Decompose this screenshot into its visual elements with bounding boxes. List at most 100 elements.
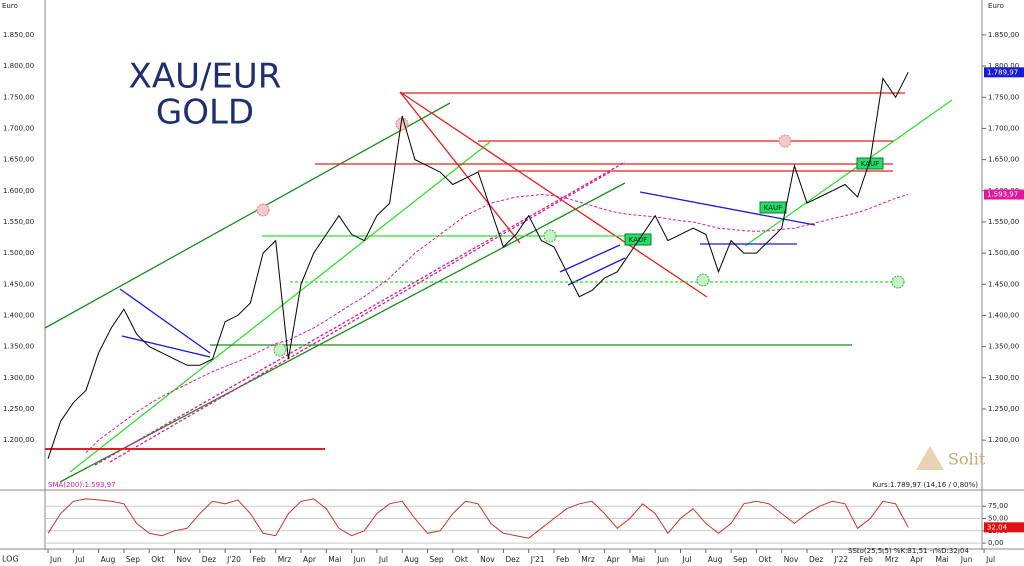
x-tick-label: Sep xyxy=(733,555,747,564)
y-tick-label: 75,00 xyxy=(988,502,1008,510)
x-tick-label: Sep xyxy=(126,555,140,564)
sma-legend: SMA(200):1.593,97 xyxy=(48,481,116,489)
trend-line xyxy=(399,91,521,244)
x-tick-label: Apr xyxy=(910,555,924,564)
price-marker-label: 1.593,97 xyxy=(987,191,1018,199)
y-tick-label: 1.400,00 xyxy=(988,311,1019,319)
price-marker-label: 1.789,97 xyxy=(987,68,1018,76)
x-tick-label: Okt xyxy=(151,555,164,564)
x-tick-label: Apr xyxy=(607,555,621,564)
x-tick-label: Jul xyxy=(74,555,84,564)
price-marker xyxy=(984,67,1024,78)
kauf-box xyxy=(856,157,884,170)
y-tick-label: 1.800,00 xyxy=(3,62,34,70)
x-tick-label: Okt xyxy=(758,555,771,564)
x-tick-label: Mrz xyxy=(278,555,292,564)
stoch-title: SSto(25,5,5) %K:31,51 - %D:32,04 xyxy=(848,547,969,555)
chart-subtitle: GOLD xyxy=(156,93,254,133)
y-tick-label: 1.550,00 xyxy=(3,218,34,226)
price-marker xyxy=(984,189,1024,200)
x-tick-label: Aug xyxy=(101,555,116,564)
x-tick-label: Dez xyxy=(202,555,216,564)
price-marker xyxy=(984,522,1024,533)
trend-lines xyxy=(44,91,953,483)
y-tick-label: 1.500,00 xyxy=(988,249,1019,257)
y-tick-label: 1.400,00 xyxy=(3,311,34,319)
kauf-label: KAUF xyxy=(861,160,879,168)
x-tick-label: Nov xyxy=(177,555,192,564)
x-tick-label: Okt xyxy=(455,555,468,564)
logo-icon xyxy=(916,446,944,470)
y-axis-label: Euro xyxy=(988,2,1004,10)
data-line xyxy=(47,498,909,539)
trend-line xyxy=(59,182,626,483)
trend-line xyxy=(109,171,611,463)
y-tick-label: 1.850,00 xyxy=(3,31,34,39)
y-tick-label: 1.250,00 xyxy=(988,405,1019,413)
trend-line xyxy=(567,257,626,286)
x-tick-label: Feb xyxy=(556,555,570,564)
y-tick-label: 1.700,00 xyxy=(3,124,34,132)
kauf-label: KAUF xyxy=(629,236,647,244)
signal-circle xyxy=(256,203,270,217)
trend-line xyxy=(639,191,816,226)
price-marker-label: 32,04 xyxy=(987,523,1008,531)
y-tick-label: 1.250,00 xyxy=(3,405,34,413)
x-tick-label: Feb xyxy=(252,555,266,564)
x-tick-label: Sep xyxy=(430,555,444,564)
x-tick-label: Dez xyxy=(809,555,823,564)
x-tick-label: Jul xyxy=(682,555,692,564)
x-tick-label: Jun xyxy=(353,555,366,564)
y-tick-label: 1.350,00 xyxy=(3,343,34,351)
y-tick-label: 1.650,00 xyxy=(988,156,1019,164)
y-tick-label: 0,00 xyxy=(988,539,1004,547)
x-tick-label: Jul xyxy=(378,555,388,564)
x-tick-label: Aug xyxy=(404,555,419,564)
y-tick-label: 1.300,00 xyxy=(988,374,1019,382)
kauf-box xyxy=(624,233,652,246)
y-tick-label: 1.300,00 xyxy=(3,374,34,382)
x-tick-label: J'21 xyxy=(530,555,545,564)
y-tick-label: 1.700,00 xyxy=(988,124,1019,132)
y-tick-label: 1.600,00 xyxy=(3,187,34,195)
x-tick-label: Mai xyxy=(936,555,949,564)
signal-circle xyxy=(696,273,710,287)
trend-line xyxy=(44,102,451,329)
y-tick-label: 1.550,00 xyxy=(988,218,1019,226)
signal-circle xyxy=(891,275,905,289)
y-tick-label: 1.800,00 xyxy=(988,62,1019,70)
brand: Solit xyxy=(948,450,986,469)
price-info: Kurs:1.789,97 (14,16 / 0,80%) xyxy=(872,481,978,489)
signal-circle xyxy=(543,229,557,243)
x-tick-label: Aug xyxy=(708,555,723,564)
x-tick-label: Jun xyxy=(49,555,62,564)
x-tick-label: J'22 xyxy=(833,555,848,564)
y-tick-label: 1.750,00 xyxy=(3,93,34,101)
y-axis-label: Euro xyxy=(2,2,18,10)
y-tick-label: 1.350,00 xyxy=(988,343,1019,351)
x-tick-label: Jul xyxy=(985,555,995,564)
x-tick-label: Mai xyxy=(632,555,645,564)
x-tick-label: Mai xyxy=(328,555,341,564)
x-tick-label: Jun xyxy=(656,555,669,564)
data-line xyxy=(85,193,909,453)
trend-line xyxy=(121,335,211,358)
trend-line xyxy=(69,141,491,473)
x-tick-label: Jun xyxy=(960,555,973,564)
trend-line xyxy=(744,99,953,247)
x-tick-label: Nov xyxy=(784,555,799,564)
signal-circle xyxy=(778,134,792,148)
x-tick-label: Apr xyxy=(303,555,317,564)
signal-circle xyxy=(273,343,287,357)
y-tick-label: 1.450,00 xyxy=(3,280,34,288)
trend-line xyxy=(559,244,621,273)
scale-label: LOG xyxy=(2,555,19,564)
y-tick-label: 50,00 xyxy=(988,515,1008,523)
trend-line xyxy=(94,161,626,466)
y-tick-label: 1.500,00 xyxy=(3,249,34,257)
x-tick-label: J'20 xyxy=(226,555,241,564)
data-line xyxy=(47,72,909,459)
y-tick-label: 1.200,00 xyxy=(988,436,1019,444)
